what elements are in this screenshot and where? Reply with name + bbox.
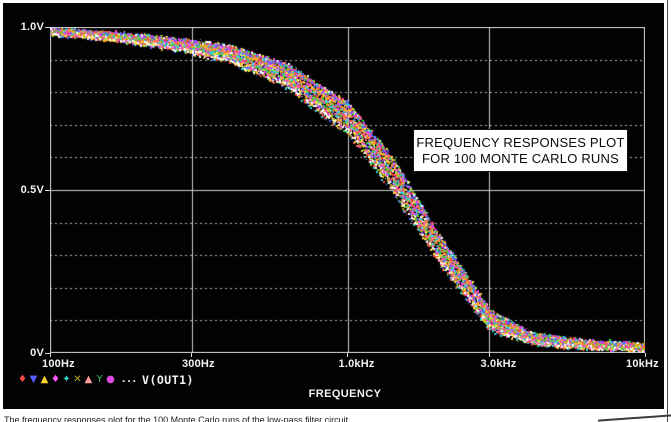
monte-carlo-scatter-canvas xyxy=(50,27,645,353)
y-marker-icon: Y xyxy=(96,374,103,385)
x-marker-icon: ✕ xyxy=(73,374,82,385)
annotation-box: FREQUENCY RESPONSES PLOT FOR 100 MONTE C… xyxy=(413,129,628,172)
annotation-line-2: FOR 100 MONTE CARLO RUNS xyxy=(422,150,619,166)
y-tick-label: 0V xyxy=(30,347,44,359)
four-point-star-marker-icon: ✦ xyxy=(62,374,71,385)
legend-ellipsis: ... xyxy=(122,371,139,385)
annotation-line-1: FREQUENCY RESPONSES PLOT xyxy=(416,134,625,150)
trace-name-label: V(OUT1) xyxy=(142,373,194,387)
x-tick-label: 100Hz xyxy=(42,358,75,370)
y-tick-mark xyxy=(45,352,50,354)
y-tick-mark xyxy=(45,189,50,191)
x-tick-mark xyxy=(488,353,490,357)
y-tick-label: 0.5V xyxy=(20,184,44,196)
y-tick-label: 1.0V xyxy=(20,21,44,33)
diamond-marker-icon: ♦ xyxy=(51,374,60,385)
x-tick-label: 3.0kHz xyxy=(480,358,517,370)
x-tick-label: 300Hz xyxy=(181,358,215,370)
plot-area xyxy=(50,27,645,353)
page-edge-line xyxy=(667,0,668,422)
page-edge-line xyxy=(598,414,671,422)
x-tick-mark xyxy=(644,353,646,357)
x-tick-mark xyxy=(49,353,51,357)
dot-marker-icon: ● xyxy=(106,374,115,385)
x-tick-mark xyxy=(191,353,193,357)
triangle-down-marker-icon: ▼ xyxy=(29,374,38,385)
x-axis-title: FREQUENCY xyxy=(308,388,382,400)
triangle-up-marker-icon: ▲ xyxy=(84,374,93,385)
x-tick-label: 1.0kHz xyxy=(338,358,375,370)
y-tick-mark xyxy=(45,26,50,28)
x-tick-label: 10kHz xyxy=(626,358,659,370)
plot-figure: 1.0V 0.5V 0V 100Hz 300Hz 1.0kHz 3.0kHz 10kHz F… xyxy=(3,3,664,409)
clipped-caption: The frequency responses plot for the 100… xyxy=(4,415,351,422)
trace-legend: ♦ ▼ ▲ ♦ ✦ ✕ ▲ Y ●... V(OUT1) xyxy=(17,371,194,387)
x-tick-mark xyxy=(347,353,348,357)
diamond-marker-icon: ♦ xyxy=(18,374,27,385)
triangle-up-marker-icon: ▲ xyxy=(40,374,49,385)
